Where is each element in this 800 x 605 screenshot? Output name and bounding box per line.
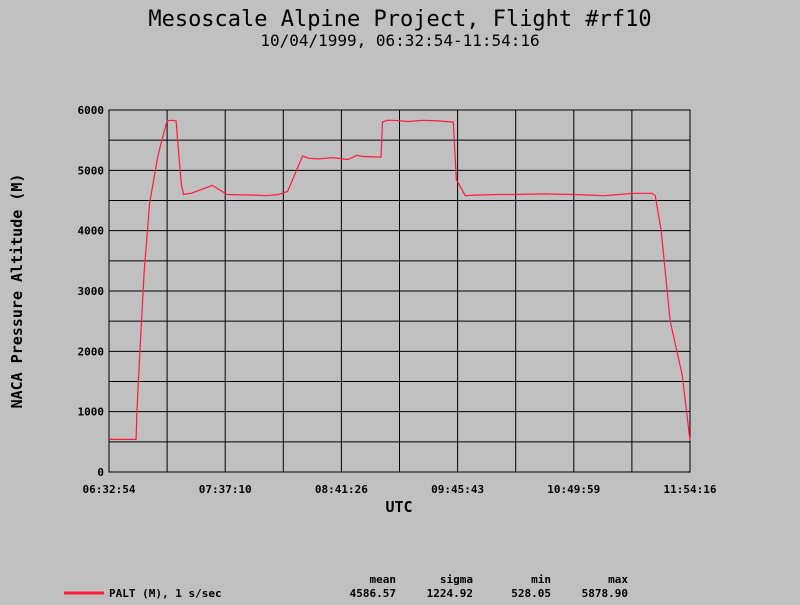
- stats-header: max: [608, 573, 628, 586]
- stats-value: 1224.92: [427, 587, 473, 600]
- grid-lines: [109, 110, 690, 472]
- y-tick-label: 3000: [78, 285, 105, 298]
- stats-header: mean: [370, 573, 397, 586]
- x-tick-label: 07:37:10: [199, 483, 252, 496]
- x-tick-label: 09:45:43: [431, 483, 484, 496]
- stats-header: sigma: [440, 573, 473, 586]
- chart-subtitle: 10/04/1999, 06:32:54-11:54:16: [260, 31, 539, 50]
- palt-series-line: [109, 119, 691, 441]
- y-tick-label: 4000: [78, 225, 105, 238]
- stats-value: 4586.57: [350, 587, 396, 600]
- x-tick-label: 10:49:59: [547, 483, 600, 496]
- chart-title: Mesoscale Alpine Project, Flight #rf10: [148, 7, 651, 32]
- y-axis-label: NACA Pressure Altitude (M): [8, 174, 26, 409]
- stats-value: 528.05: [511, 587, 551, 600]
- y-tick-label: 5000: [78, 164, 105, 177]
- y-tick-label: 1000: [78, 406, 105, 419]
- legend-label: PALT (M), 1 s/sec: [109, 587, 222, 600]
- y-tick-label: 6000: [78, 104, 105, 117]
- stats-header: min: [531, 573, 551, 586]
- x-axis-label: UTC: [385, 498, 412, 516]
- y-tick-label: 2000: [78, 345, 105, 358]
- x-tick-label: 11:54:16: [664, 483, 717, 496]
- x-tick-labels: 06:32:54 07:37:10 08:41:26 09:45:43 10:49:59…: [83, 483, 717, 496]
- y-tick-labels: 0 1000 2000 3000 4000 5000 6000: [78, 104, 105, 479]
- x-tick-label: 06:32:54: [83, 483, 136, 496]
- stats-value: 5878.90: [582, 587, 628, 600]
- stats-table: mean sigma min max 4586.57 1224.92 528.05 5878.…: [350, 573, 629, 600]
- x-tick-label: 08:41:26: [315, 483, 368, 496]
- plot-frame: [108, 109, 691, 473]
- y-tick-label: 0: [97, 466, 104, 479]
